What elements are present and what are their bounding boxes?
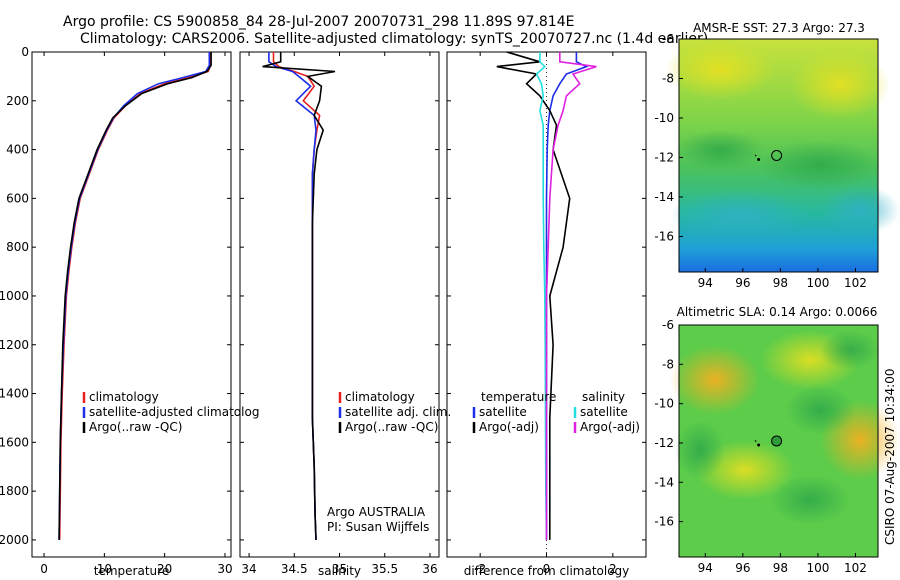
y-tick-label: 1400 xyxy=(0,387,29,401)
argo-position-marker xyxy=(771,150,783,161)
x-tick-label: 0 xyxy=(40,562,48,576)
x-tick-label: 94 xyxy=(698,561,713,575)
x-tick-label: 100 xyxy=(806,276,829,290)
x-tick-label: 2 xyxy=(609,562,617,576)
y-tick-label: -6 xyxy=(662,318,674,332)
legend-entry: Argo(..raw -QC) xyxy=(89,420,182,434)
x-tick-label: 98 xyxy=(773,276,788,290)
series-line-argo xyxy=(262,52,336,540)
sst-heatmap xyxy=(665,39,900,272)
sla-map-title: Altimetric SLA: 0.14 Argo: 0.0066 xyxy=(677,305,878,319)
sst-map-frame xyxy=(678,38,879,273)
x-tick-label: 96 xyxy=(735,561,750,575)
x-tick-label: 35 xyxy=(332,562,347,576)
x-axis-label: difference from climatology xyxy=(464,564,630,578)
x-tick-label: 94 xyxy=(698,276,713,290)
legend-entry: satellite adj. clim. xyxy=(345,405,451,419)
y-tick-label: -14 xyxy=(654,475,674,489)
series-line-argo_adj xyxy=(545,52,597,540)
profile-plots: 0 10 20 30temperature0200400600800100012001… xyxy=(0,45,646,578)
x-tick-label: 0 xyxy=(543,562,551,576)
series-line-sat_diff xyxy=(535,52,548,540)
x-tick-label: 102 xyxy=(844,561,867,575)
y-tick-label: -10 xyxy=(654,397,674,411)
y-tick-label: 200 xyxy=(6,94,29,108)
difference-legend: temperaturesatelliteArgo(-adj)salinitysa… xyxy=(472,390,640,434)
annotation: Argo AUSTRALIA xyxy=(327,505,426,519)
y-tick-label: 800 xyxy=(6,240,29,254)
sst-axes: 94 96 98 100 102 -6 -8 -10 -12 -14 -16 xyxy=(654,32,867,290)
legend-entry: satellite-adjusted climatolog xyxy=(89,405,259,419)
x-tick-label: 100 xyxy=(806,561,829,575)
sst-map-title: AMSR-E SST: 27.3 Argo: 27.3 xyxy=(693,21,865,35)
annotation: PI: Susan Wijffels xyxy=(327,520,429,534)
legend-entry: climatology xyxy=(89,390,159,404)
side-label: CSIRO 07-Aug-2007 10:34:00 xyxy=(883,369,897,545)
legend-heading: salinity xyxy=(582,390,625,404)
argo-position-marker xyxy=(771,435,783,447)
y-tick-label: -10 xyxy=(654,111,674,125)
legend-entry: satellite xyxy=(580,405,628,419)
y-tick-label: 1800 xyxy=(0,484,29,498)
y-tick-label: 600 xyxy=(6,191,29,205)
salinity-panel-frame xyxy=(239,51,440,558)
y-tick-label: 1200 xyxy=(0,338,29,352)
series-line-argo xyxy=(58,52,212,540)
argo-track-dot xyxy=(757,443,761,447)
argo-track-dot xyxy=(754,440,757,442)
y-tick-label: -16 xyxy=(654,229,674,243)
legend-entry: climatology xyxy=(345,390,415,404)
y-tick-label: -12 xyxy=(654,150,674,164)
y-tick-label: -14 xyxy=(654,190,674,204)
y-tick-label: -8 xyxy=(662,71,674,85)
sla-map-frame xyxy=(678,324,879,558)
y-tick-label: 2000 xyxy=(0,533,29,547)
sla-axes: 94 96 98 100 102 -6 -8 -10 -12 -14 -16 xyxy=(654,318,867,575)
x-tick-label: 20 xyxy=(157,562,172,576)
argo-track-dot xyxy=(754,154,757,157)
temperature-panel-frame xyxy=(31,51,232,558)
y-tick-label: -6 xyxy=(662,32,674,46)
profile-panel-1: 34 34.5 35 35.5 36 salinity xyxy=(240,51,439,578)
profile-panel-0: 0 10 20 30 temperature 0 200 400 600 800 1000 1200 1… xyxy=(0,45,233,578)
x-tick-label: 35.5 xyxy=(371,562,398,576)
x-tick-label: 36 xyxy=(422,562,437,576)
legend-entry: satellite xyxy=(479,405,527,419)
x-tick-label: 34.5 xyxy=(281,562,308,576)
legend-entry: Argo(..raw -QC) xyxy=(345,420,438,434)
y-tick-label: -8 xyxy=(662,357,674,371)
sla-heatmap xyxy=(670,325,900,557)
x-axis-label: salinity xyxy=(318,564,361,578)
x-tick-label: 102 xyxy=(844,276,867,290)
x-tick-label: 96 xyxy=(735,276,750,290)
x-axis-label: temperature xyxy=(94,564,169,578)
legend-entry: Argo(-adj) xyxy=(479,420,539,434)
x-tick-label: -2 xyxy=(474,562,486,576)
y-tick-label: 1600 xyxy=(0,435,29,449)
y-tick-label: 400 xyxy=(6,143,29,157)
y-tick-label: -16 xyxy=(654,515,674,529)
x-tick-label: 34 xyxy=(241,562,256,576)
y-tick-label: 0 xyxy=(21,45,29,59)
header-line-1: Argo profile: CS 5900858_84 28-Jul-2007 … xyxy=(63,14,574,30)
legend-heading: temperature xyxy=(481,390,556,404)
x-tick-label: 10 xyxy=(97,562,112,576)
argo-track-dot xyxy=(757,158,761,161)
header-line-2: Climatology: CARS2006. Satellite-adjuste… xyxy=(80,31,708,47)
y-tick-label: -12 xyxy=(654,436,674,450)
legend-entry: Argo(-adj) xyxy=(580,420,640,434)
y-tick-label: 1000 xyxy=(0,289,29,303)
x-tick-label: 30 xyxy=(217,562,232,576)
x-tick-label: 98 xyxy=(773,561,788,575)
